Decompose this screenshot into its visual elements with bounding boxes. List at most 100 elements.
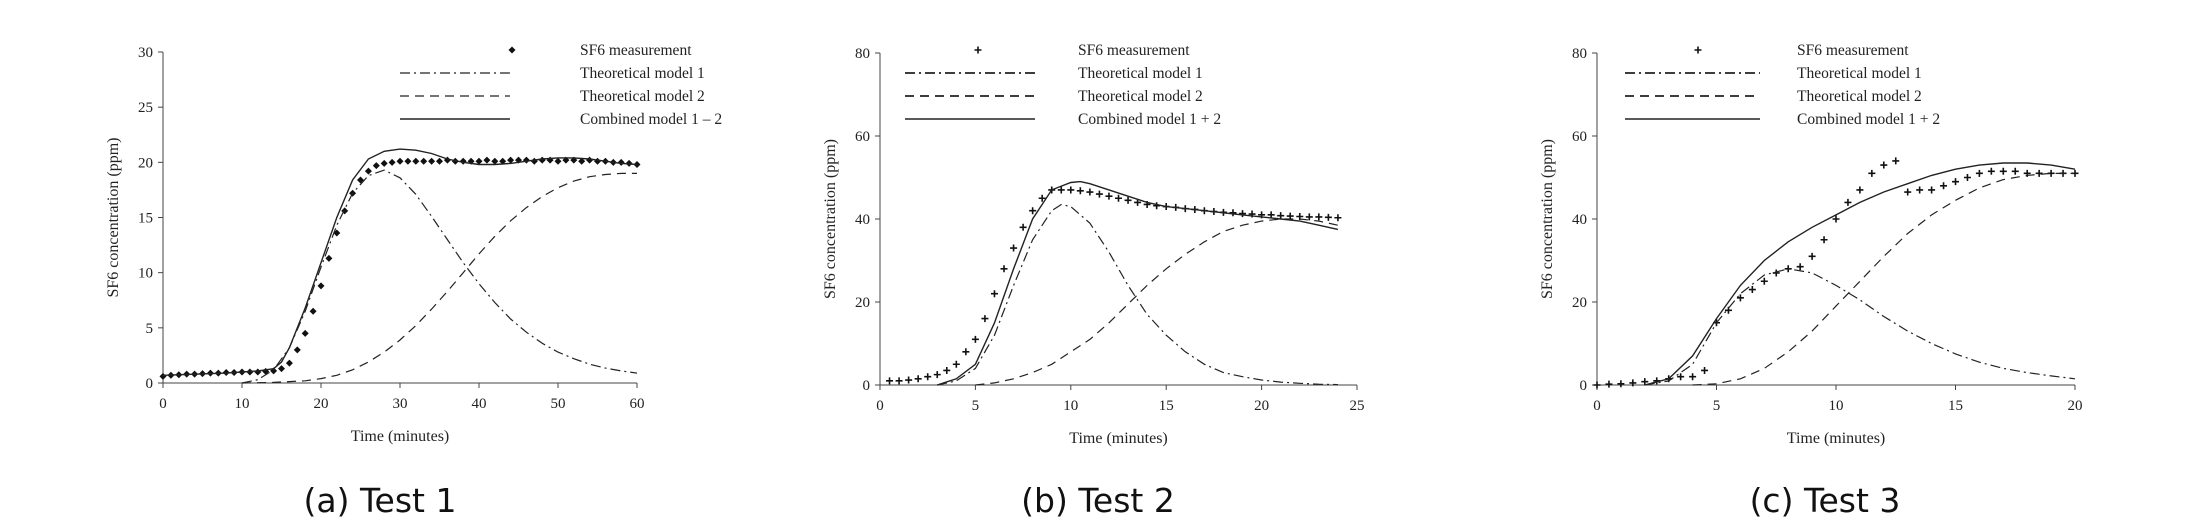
y-tick-label: 0 [146,376,154,392]
measurement-point [1796,263,1804,271]
measurement-point [990,290,998,298]
series-line-solid [936,180,1339,386]
legend: SF6 measurement Theoretical model 1 Theore… [400,42,722,128]
measurement-point [404,157,412,165]
measurement-point [1629,379,1637,387]
measurement-point [943,366,951,374]
measurement-point [1940,182,1948,190]
legend-label: Theoretical model 1 [580,65,705,82]
measurement-point [1701,366,1709,374]
chart-2: 0 20 40 60 80 0 5 10 15 20 25 Time (minutes) SF6 con… [822,42,1365,520]
measurement-point [396,157,404,165]
measurement-point [594,157,601,165]
measurement-point [372,162,380,170]
y-axis-label: SF6 concentration (ppm) [105,138,122,298]
measurement-point [388,158,396,166]
x-axis-label: Time (minutes) [1069,430,1168,447]
measurement-point [278,365,285,373]
x-tick-label: 20 [1254,398,1269,414]
measurement-point [1772,269,1780,277]
y-tick-label: 80 [855,46,870,62]
measurement-point [1748,286,1756,294]
legend-label: Theoretical model 2 [580,88,705,105]
measurement-point [522,156,530,164]
measurement-point [254,368,262,376]
measurement-point [1736,294,1744,302]
x-tick-label: 10 [1063,398,1078,414]
measurement-point [1963,174,1971,181]
measurement-markers [159,156,641,380]
legend: SF6 measurement Theoretical model 1 Theore… [905,42,1221,128]
measurement-point [952,360,960,368]
x-tick-label: 15 [1159,398,1174,414]
measurement-point [933,371,941,379]
measurement-point [1641,378,1649,386]
measurement-point [971,335,979,343]
x-tick-label: 0 [876,398,884,414]
x-tick-label: 0 [1593,398,1601,414]
measurement-point [483,156,491,164]
chart-caption: (b) Test 2 [1021,481,1175,520]
y-tick-label: 60 [1572,129,1587,145]
measurement-point [1999,167,2007,175]
measurement-point [1086,188,1094,196]
y-tick-label: 10 [138,266,153,282]
y-tick-label: 80 [1572,46,1587,62]
y-tick-label: 5 [146,321,154,337]
legend-label: SF6 measurement [580,42,692,59]
measurement-point [1000,265,1008,273]
legend-label: Theoretical model 1 [1078,65,1203,82]
y-tick-label: 30 [138,45,153,61]
series-line-dashdot [937,203,1338,386]
measurement-point [1095,190,1103,198]
measurement-point [1928,186,1936,194]
series-line-dashed [1692,172,2075,386]
legend-marker [508,46,516,54]
y-tick-label: 20 [1572,295,1587,311]
measurement-point [1784,265,1792,273]
measurement-point [1617,380,1625,388]
measurement-point [1856,186,1864,194]
measurement-point [364,167,372,175]
measurement-point [1892,157,1900,165]
measurement-point [420,157,428,165]
measurement-point [1305,213,1313,221]
measurement-point [1239,210,1247,218]
x-tick-label: 5 [972,398,980,414]
measurement-point [924,373,932,381]
measurement-point [1760,277,1768,285]
measurement-point [1029,207,1037,215]
measurement-point [1880,161,1888,169]
measurement-point [1134,198,1142,206]
measurement-point [914,375,922,383]
y-tick-label: 60 [855,129,870,145]
measurement-point [2035,169,2043,177]
x-tick-label: 50 [551,396,566,412]
measurement-point [1677,373,1685,381]
measurement-point [586,156,594,164]
measurement-point [1324,213,1332,221]
legend: SF6 measurement Theoretical model 1 Theore… [1625,42,1940,128]
measurement-markers [886,186,1342,385]
measurement-point [1105,192,1113,200]
measurement-point [981,315,989,323]
series-line-dashed [975,218,1339,386]
measurement-point [285,359,293,367]
series-line-dashed [241,172,637,384]
series-line-solid [162,148,638,376]
series-line-dashdot [241,169,638,384]
measurement-markers [1593,157,2079,389]
measurement-point [1076,187,1084,195]
legend-label: Combined model 1 – 2 [580,111,722,128]
measurement-point [905,376,913,384]
measurement-point [1868,169,1876,177]
measurement-point [412,157,420,165]
measurement-point [317,282,325,290]
measurement-point [962,348,970,356]
measurement-point [578,157,586,165]
measurement-point [1277,212,1285,220]
measurement-point [507,156,515,164]
y-tick-label: 25 [138,100,153,116]
y-tick-label: 20 [855,295,870,311]
legend-label: Theoretical model 2 [1078,88,1203,105]
